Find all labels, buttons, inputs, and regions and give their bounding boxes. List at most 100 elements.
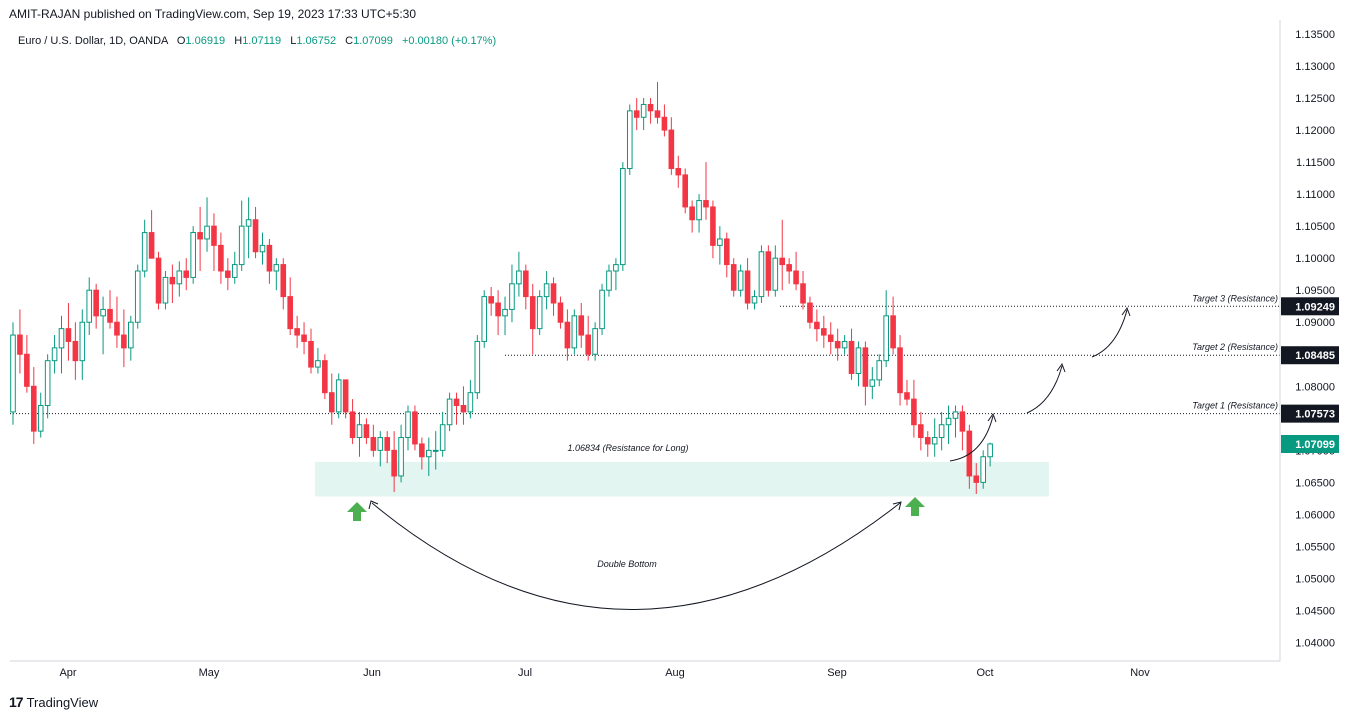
candle <box>446 392 453 432</box>
candle-body <box>79 321 86 362</box>
double-bottom-curve <box>371 502 901 610</box>
candle-body <box>252 219 259 253</box>
candle-body <box>890 315 896 349</box>
close-value: 1.07099 <box>353 35 393 47</box>
resistance-level-label: Target 1 (Resistance) <box>1192 401 1278 411</box>
candle-body <box>294 328 300 336</box>
candle <box>439 411 446 457</box>
candle-body <box>134 270 141 323</box>
candle <box>114 296 120 348</box>
candle <box>356 411 363 457</box>
candle <box>592 322 598 361</box>
candle-body <box>238 225 245 266</box>
support-zone <box>315 461 1049 497</box>
candle-body <box>599 289 605 330</box>
symbol-name[interactable]: Euro / U.S. Dollar, 1D, OANDA <box>18 35 168 47</box>
candle <box>426 437 432 476</box>
tradingview-logo[interactable]: 17 TradingView <box>9 694 98 710</box>
candle-body <box>897 347 903 394</box>
candle-body <box>564 321 571 349</box>
candle-body <box>710 206 716 246</box>
price-tick-label: 1.06000 <box>1295 509 1335 521</box>
candle <box>585 315 591 361</box>
candle <box>148 210 155 259</box>
target-price-tag: 1.09249 <box>1295 301 1335 313</box>
price-tick-label: 1.11000 <box>1296 189 1335 201</box>
candle-body <box>24 353 30 387</box>
candle <box>162 270 169 310</box>
candle <box>391 431 397 492</box>
candle-body <box>93 289 99 317</box>
candle-body <box>620 168 626 266</box>
candle <box>931 418 938 457</box>
candle-body <box>924 437 931 445</box>
candle <box>807 296 813 329</box>
candle <box>370 424 377 457</box>
candle-body <box>945 417 952 426</box>
candle-body <box>772 257 779 291</box>
candle-body <box>349 411 356 439</box>
candle <box>509 264 515 323</box>
candle <box>841 335 848 355</box>
price-tick-label: 1.06500 <box>1295 477 1335 489</box>
candle-body <box>155 257 162 304</box>
candle <box>225 258 231 291</box>
candle-body <box>190 232 196 278</box>
candle <box>751 290 758 310</box>
candle-body <box>86 289 93 323</box>
candle <box>308 328 314 374</box>
projection-arrowhead-2 <box>1056 362 1066 373</box>
candle-body <box>183 270 190 278</box>
candle-body <box>717 238 723 246</box>
candle-body <box>523 270 529 298</box>
candle <box>495 290 501 336</box>
candle <box>904 379 910 406</box>
candle <box>744 258 751 310</box>
candle <box>710 200 716 259</box>
candle-body <box>592 328 598 355</box>
curve-arrowhead-right <box>892 501 902 511</box>
candle-body <box>557 302 564 323</box>
candles-layer <box>10 82 993 494</box>
candle-body <box>218 244 224 272</box>
candle-body <box>807 302 813 323</box>
annotations-layer: Double Bottom <box>347 306 1131 610</box>
candle-body <box>398 437 404 477</box>
candle <box>183 258 190 291</box>
candle-body <box>938 424 945 439</box>
candle-body <box>107 308 113 323</box>
candle <box>855 341 862 387</box>
candle <box>640 98 647 131</box>
candle-body <box>509 283 515 310</box>
candle <box>10 322 16 425</box>
candle <box>65 303 72 361</box>
price-tick-label: 1.04500 <box>1295 605 1335 617</box>
candle-body <box>987 443 993 458</box>
candle-body <box>391 449 397 477</box>
candle <box>405 405 411 451</box>
candle-body <box>536 296 543 330</box>
candle <box>432 431 439 470</box>
time-axis[interactable]: Apr May Jun Jul Aug Sep Oct Nov <box>59 667 1150 679</box>
candle <box>821 315 827 348</box>
candle <box>723 232 730 278</box>
candle-body <box>301 334 307 342</box>
candle <box>668 117 675 175</box>
candle-body <box>266 244 273 272</box>
candle-body <box>474 340 481 394</box>
candle-body <box>613 264 619 272</box>
candle <box>869 367 876 400</box>
candle-body <box>197 232 203 240</box>
candle <box>883 290 889 368</box>
price-axis[interactable]: 1.13500 1.13000 1.12500 1.12000 1.11500 1.110… <box>1295 29 1335 650</box>
candle <box>30 367 37 444</box>
candle-body <box>952 411 959 419</box>
candle <box>737 264 744 297</box>
candle-body <box>51 347 58 362</box>
candle <box>176 261 183 297</box>
candle-body <box>862 347 869 387</box>
projection-curve-2 <box>1026 365 1063 414</box>
candle <box>273 258 280 291</box>
candle-body <box>550 283 557 304</box>
